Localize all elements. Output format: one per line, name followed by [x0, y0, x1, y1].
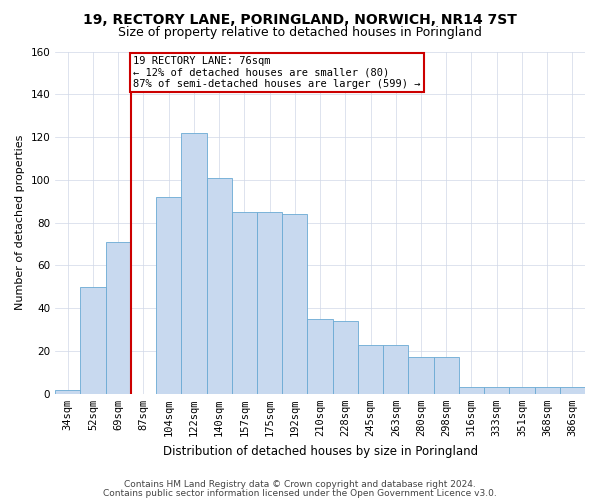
Text: Contains public sector information licensed under the Open Government Licence v3: Contains public sector information licen…: [103, 488, 497, 498]
Bar: [181, 133, 206, 394]
Bar: [282, 214, 307, 394]
Text: Size of property relative to detached houses in Poringland: Size of property relative to detached ho…: [118, 26, 482, 39]
Text: 19, RECTORY LANE, PORINGLAND, NORWICH, NR14 7ST: 19, RECTORY LANE, PORINGLAND, NORWICH, N…: [83, 12, 517, 26]
X-axis label: Distribution of detached houses by size in Poringland: Distribution of detached houses by size …: [163, 444, 478, 458]
Bar: [358, 344, 383, 394]
Y-axis label: Number of detached properties: Number of detached properties: [15, 135, 25, 310]
Bar: [509, 388, 535, 394]
Bar: [409, 358, 434, 394]
Bar: [383, 344, 409, 394]
Bar: [307, 319, 332, 394]
Bar: [535, 388, 560, 394]
Bar: [484, 388, 509, 394]
Bar: [80, 287, 106, 394]
Text: Contains HM Land Registry data © Crown copyright and database right 2024.: Contains HM Land Registry data © Crown c…: [124, 480, 476, 489]
Bar: [232, 212, 257, 394]
Bar: [206, 178, 232, 394]
Bar: [560, 388, 585, 394]
Bar: [459, 388, 484, 394]
Text: 19 RECTORY LANE: 76sqm
← 12% of detached houses are smaller (80)
87% of semi-det: 19 RECTORY LANE: 76sqm ← 12% of detached…: [133, 56, 421, 89]
Bar: [434, 358, 459, 394]
Bar: [332, 321, 358, 394]
Bar: [257, 212, 282, 394]
Bar: [106, 242, 131, 394]
Bar: [55, 390, 80, 394]
Bar: [156, 197, 181, 394]
